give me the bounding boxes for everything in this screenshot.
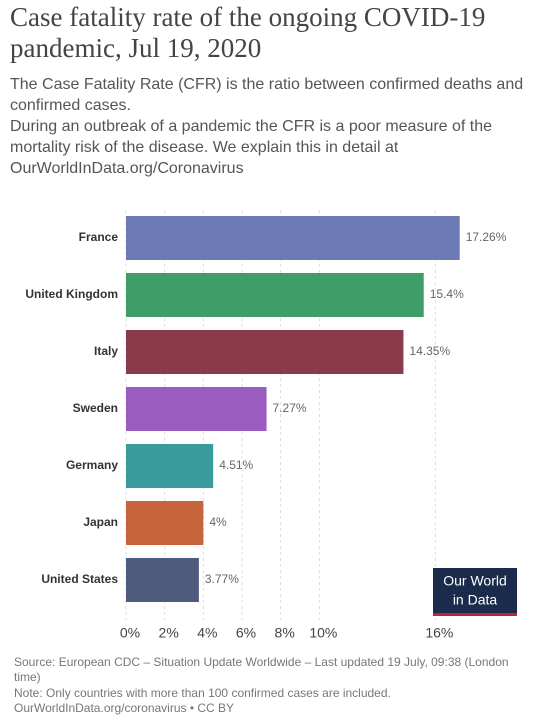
y-tick-label: Germany — [66, 458, 118, 472]
x-tick-label: 2% — [159, 625, 179, 641]
chart-title: Case fatality rate of the ongoing COVID-… — [10, 2, 486, 63]
x-tick-label: 16% — [425, 625, 453, 641]
bar — [126, 444, 214, 488]
chart: 0% 2% 4% 6% 8% 10% 16% France 17.26% United Kingd… — [25, 210, 517, 641]
y-tick-label: Sweden — [73, 401, 118, 415]
x-tick-label: 6% — [236, 625, 256, 641]
note: Note: Only countries with more than 100 … — [14, 686, 391, 700]
bar — [126, 273, 424, 317]
value-label: 4% — [209, 515, 227, 529]
value-label: 3.77% — [205, 572, 239, 586]
logo-text: in Data — [453, 592, 498, 608]
y-tick-label: Japan — [83, 515, 118, 529]
logo-text: Our World — [443, 573, 507, 589]
bar — [126, 330, 404, 374]
y-tick-label: United States — [41, 572, 118, 586]
bar — [126, 216, 460, 260]
subtitle: During an outbreak of a pandemic the CFR… — [10, 118, 493, 177]
bar — [126, 558, 199, 602]
bar — [126, 501, 204, 545]
logo-box — [433, 568, 517, 615]
value-label: 17.26% — [466, 230, 507, 244]
x-tick-label: 0% — [120, 625, 140, 641]
y-tick-label: Italy — [94, 344, 118, 358]
x-tick-label: 8% — [275, 625, 295, 641]
bar — [126, 387, 267, 431]
logo-underline — [433, 613, 517, 616]
value-label: 7.27% — [273, 401, 307, 415]
value-label: 14.35% — [409, 344, 450, 358]
x-tick-label: 4% — [197, 625, 217, 641]
y-tick-label: United Kingdom — [25, 287, 118, 301]
value-label: 4.51% — [219, 458, 253, 472]
y-tick-label: France — [79, 230, 119, 244]
subtitle: The Case Fatality Rate (CFR) is the rati… — [10, 76, 524, 114]
x-tick-label: 10% — [309, 625, 337, 641]
value-label: 15.4% — [430, 287, 464, 301]
footer: OurWorldInData.org/coronavirus • CC BY — [14, 701, 235, 715]
source: Source: European CDC – Situation Update … — [14, 655, 509, 684]
